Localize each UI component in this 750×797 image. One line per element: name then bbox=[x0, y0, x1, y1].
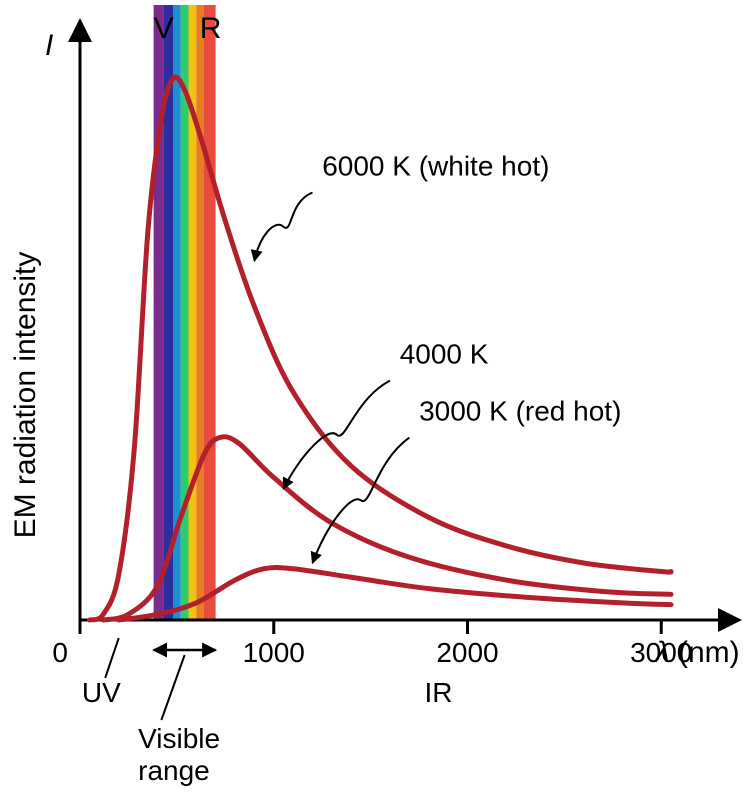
curve-label-arrows bbox=[254, 193, 409, 564]
label-arrow-6000K bbox=[254, 193, 312, 261]
curve-label-6000k: 6000 K (white hot) bbox=[322, 150, 549, 181]
visible-range-label-1: Visible bbox=[138, 723, 220, 754]
x-tick-label: 0 bbox=[52, 637, 68, 668]
visible-spectrum-bands bbox=[154, 5, 216, 620]
blackbody-radiation-chart: 0100020003000 I EM radiation intensity λ… bbox=[0, 0, 750, 797]
spectrum-band bbox=[154, 5, 164, 620]
visible-range-leader bbox=[161, 655, 184, 720]
red-label: R bbox=[200, 12, 222, 45]
x-axis-unit: (nm) bbox=[678, 636, 740, 669]
curve-label-3000k: 3000 K (red hot) bbox=[419, 396, 621, 427]
x-tick-label: 2000 bbox=[436, 637, 498, 668]
violet-label: V bbox=[154, 12, 174, 45]
x-tick-label: 1000 bbox=[243, 637, 305, 668]
visible-range-label-2: range bbox=[138, 755, 210, 786]
uv-label: UV bbox=[82, 677, 121, 708]
uv-leader-line bbox=[105, 638, 119, 678]
ir-label: IR bbox=[424, 677, 452, 708]
curve-label-4000k: 4000 K bbox=[400, 339, 489, 370]
spectrum-band bbox=[204, 5, 216, 620]
y-axis-symbol: I bbox=[45, 29, 53, 62]
y-axis-label: EM radiation intensity bbox=[9, 252, 42, 539]
x-axis-ticks: 0100020003000 bbox=[52, 620, 692, 668]
x-axis-symbol: λ bbox=[653, 636, 670, 669]
label-arrow-4000K bbox=[283, 381, 390, 489]
spectrum-band bbox=[196, 5, 204, 620]
